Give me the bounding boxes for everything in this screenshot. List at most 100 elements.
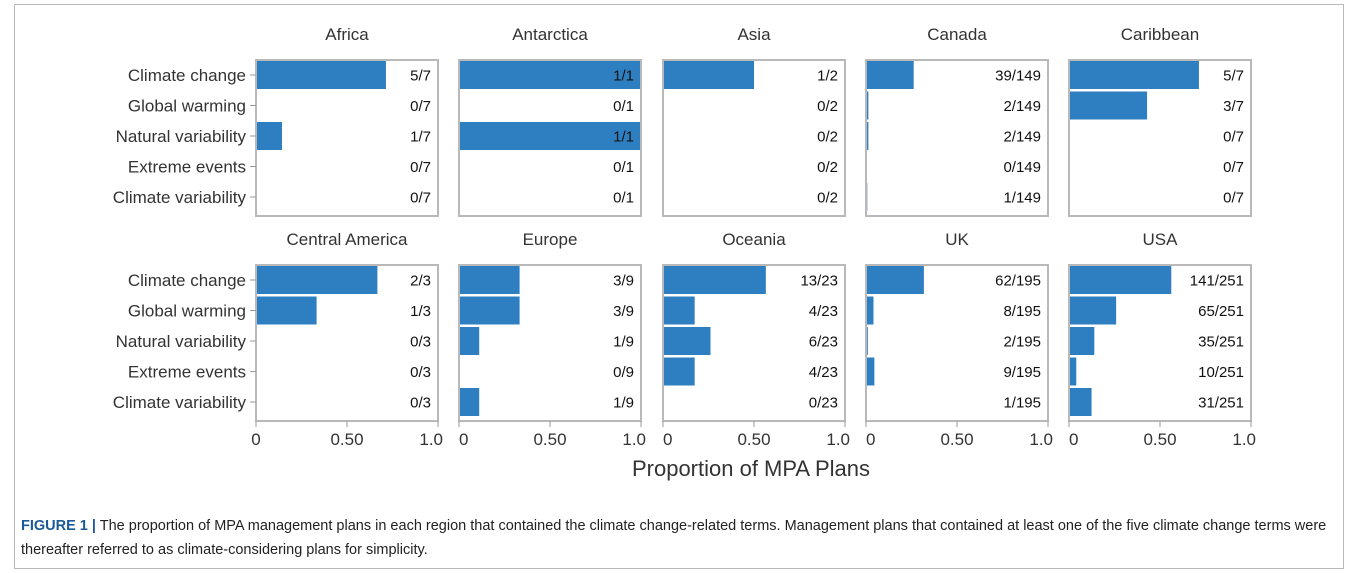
count-label-africa-climate-change: 5/7 [410,68,431,85]
x-tick-label-central-america-3: 1.0 [419,430,443,449]
bar-caribbean-climate-change [1069,61,1199,89]
bar-usa-climate-change [1069,266,1172,294]
x-tick-label-europe-2: 0.50 [533,430,566,449]
x-tick-label-usa-1: 0 [1069,430,1078,449]
x-tick-label-uk-2: 0.50 [940,430,973,449]
row-label-1-natural-variability: Natural variability [116,127,247,146]
x-tick-label-europe-3: 1.0 [622,430,646,449]
bar-antarctica-natural-variability [459,122,641,150]
count-label-antarctica-extreme-events: 0/1 [613,159,634,176]
row-label-1-global-warming: Global warming [128,97,246,116]
bar-usa-extreme-events [1069,357,1077,386]
panel-title-africa: Africa [325,25,369,44]
panel-title-caribbean: Caribbean [1121,25,1199,44]
count-label-usa-climate-variability: 31/251 [1198,395,1244,412]
panel-frame-canada [865,59,1049,217]
x-axis-title: Proportion of MPA Plans [632,456,870,481]
bar-asia-climate-change [663,61,754,89]
count-label-canada-global-warming: 2/149 [1003,98,1041,115]
row-label-2-climate-variability: Climate variability [113,393,247,412]
row-label-1-climate-change: Climate change [128,66,246,85]
figure-label: FIGURE 1 | [21,518,96,534]
count-label-europe-natural-variability: 1/9 [613,334,634,351]
bar-usa-climate-variability [1069,388,1092,416]
x-tick-label-central-america-1: 0 [251,430,260,449]
count-label-caribbean-extreme-events: 0/7 [1223,159,1244,176]
bar-oceania-climate-change [663,266,766,294]
count-label-africa-global-warming: 0/7 [410,98,431,115]
bar-africa-natural-variability [256,122,283,150]
bar-europe-natural-variability [459,327,480,355]
bar-uk-extreme-events [866,357,875,386]
small-multiples-bar-chart: Africa 5/7 0/7 1/7 0/7 0/7 Climate change Globa… [113,25,1256,481]
x-tick-label-usa-2: 0.50 [1143,430,1176,449]
panel-frame-antarctica [458,59,642,217]
count-label-uk-natural-variability: 2/195 [1003,334,1041,351]
count-label-oceania-global-warming: 4/23 [809,303,838,320]
count-label-asia-extreme-events: 0/2 [817,159,838,176]
count-label-usa-climate-change: 141/251 [1190,273,1244,290]
caption-text: The proportion of MPA management plans i… [21,518,1327,558]
bar-europe-climate-change [459,266,520,294]
row-label-2-global-warming: Global warming [128,302,246,321]
panel-title-asia: Asia [737,25,771,44]
count-label-central-america-global-warming: 1/3 [410,303,431,320]
bar-canada-natural-variability [866,122,869,150]
panel-title-central-america: Central America [287,230,408,249]
count-label-usa-natural-variability: 35/251 [1198,334,1244,351]
figure-caption: FIGURE 1 | The proportion of MPA managem… [21,514,1331,562]
count-label-central-america-climate-change: 2/3 [410,273,431,290]
count-label-usa-global-warming: 65/251 [1198,303,1244,320]
count-label-canada-climate-variability: 1/149 [1003,190,1041,207]
count-label-europe-extreme-events: 0/9 [613,364,634,381]
count-label-antarctica-natural-variability: 1/1 [613,129,634,146]
bar-canada-global-warming [866,91,869,120]
bar-usa-natural-variability [1069,327,1095,355]
x-tick-label-uk-1: 0 [866,430,875,449]
row-label-1-extreme-events: Extreme events [128,158,246,177]
row-label-2-extreme-events: Extreme events [128,363,246,382]
x-tick-label-europe-1: 0 [459,430,468,449]
panel-frame-caribbean [1068,59,1252,217]
bar-europe-global-warming [459,296,520,325]
count-label-antarctica-global-warming: 0/1 [613,98,634,115]
count-label-usa-extreme-events: 10/251 [1198,364,1244,381]
count-label-central-america-climate-variability: 0/3 [410,395,431,412]
count-label-antarctica-climate-change: 1/1 [613,68,634,85]
count-label-uk-global-warming: 8/195 [1003,303,1041,320]
count-label-europe-climate-change: 3/9 [613,273,634,290]
count-label-asia-climate-variability: 0/2 [817,190,838,207]
count-label-central-america-extreme-events: 0/3 [410,364,431,381]
bar-canada-climate-change [866,61,914,89]
bar-central-america-global-warming [256,296,317,325]
panel-title-canada: Canada [927,25,987,44]
panel-frame-africa [255,59,439,217]
bar-antarctica-climate-change [459,61,641,89]
count-label-caribbean-climate-variability: 0/7 [1223,190,1244,207]
count-label-africa-extreme-events: 0/7 [410,159,431,176]
count-label-europe-climate-variability: 1/9 [613,395,634,412]
panel-title-usa: USA [1143,230,1179,249]
count-label-canada-natural-variability: 2/149 [1003,129,1041,146]
panel-title-antarctica: Antarctica [512,25,588,44]
count-label-oceania-natural-variability: 6/23 [809,334,838,351]
bar-europe-climate-variability [459,388,480,416]
count-label-caribbean-climate-change: 5/7 [1223,68,1244,85]
count-label-asia-global-warming: 0/2 [817,98,838,115]
count-label-oceania-climate-variability: 0/23 [809,395,838,412]
count-label-oceania-extreme-events: 4/23 [809,364,838,381]
x-tick-label-oceania-1: 0 [663,430,672,449]
count-label-asia-climate-change: 1/2 [817,68,838,85]
row-label-2-natural-variability: Natural variability [116,332,247,351]
count-label-canada-climate-change: 39/149 [995,68,1041,85]
count-label-uk-climate-change: 62/195 [995,273,1041,290]
x-tick-label-oceania-2: 0.50 [737,430,770,449]
bar-central-america-climate-change [256,266,378,294]
row-label-1-climate-variability: Climate variability [113,188,247,207]
row-label-2-climate-change: Climate change [128,271,246,290]
count-label-africa-natural-variability: 1/7 [410,129,431,146]
panel-title-oceania: Oceania [722,230,786,249]
count-label-africa-climate-variability: 0/7 [410,190,431,207]
panel-title-uk: UK [945,230,969,249]
count-label-europe-global-warming: 3/9 [613,303,634,320]
